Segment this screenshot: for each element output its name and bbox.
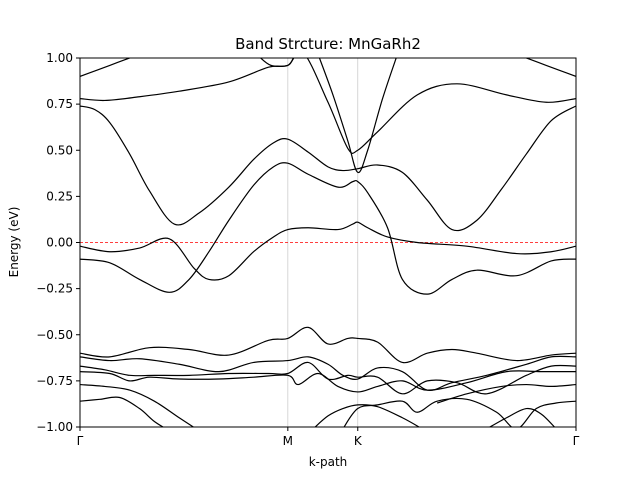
- x-tick-label-1: M: [283, 434, 293, 448]
- y-tick-label-4: 0.00: [46, 236, 73, 250]
- band-line-13: [80, 383, 195, 427]
- x-tick-label-3: Γ: [573, 434, 580, 448]
- y-tick-label-2: −0.50: [36, 328, 73, 342]
- band-line-17: [314, 404, 421, 427]
- band-line-11: [80, 361, 576, 395]
- band-line-7: [80, 221, 576, 281]
- y-tick-label-5: 0.25: [46, 189, 73, 203]
- x-tick-label-0: Γ: [77, 434, 84, 448]
- bands-group: [80, 58, 576, 427]
- band-line-16: [343, 397, 576, 427]
- x-tick-label-2: K: [354, 434, 363, 448]
- band-line-1: [80, 105, 576, 232]
- y-tick-label-6: 0.50: [46, 143, 73, 157]
- plot-area: −1.00 −0.75 −0.50 −0.25 0.00 0.25 0.50 0.75 1.00…: [36, 51, 579, 448]
- band-line-8: [80, 162, 576, 295]
- band-line-10: [80, 355, 576, 392]
- band-line-18: [488, 407, 556, 427]
- band-line-12: [80, 370, 576, 393]
- chart-title: Band Strcture: MnGaRh2: [235, 35, 421, 53]
- band-line-9: [80, 326, 576, 364]
- y-tick-label-0: −1.00: [36, 420, 73, 434]
- y-axis-label: Energy (eV): [7, 207, 21, 278]
- band-line-15: [80, 396, 165, 427]
- band-line-14: [436, 383, 576, 404]
- band-line-2: [80, 58, 576, 154]
- y-tick-label-8: 1.00: [46, 51, 73, 65]
- band-line-6: [318, 58, 397, 173]
- y-tick-label-7: 0.75: [46, 97, 73, 111]
- band-line-5: [259, 58, 294, 68]
- y-tick-label-1: −0.75: [36, 374, 73, 388]
- x-axis-label: k-path: [309, 455, 348, 469]
- y-tick-label-3: −0.25: [36, 282, 73, 296]
